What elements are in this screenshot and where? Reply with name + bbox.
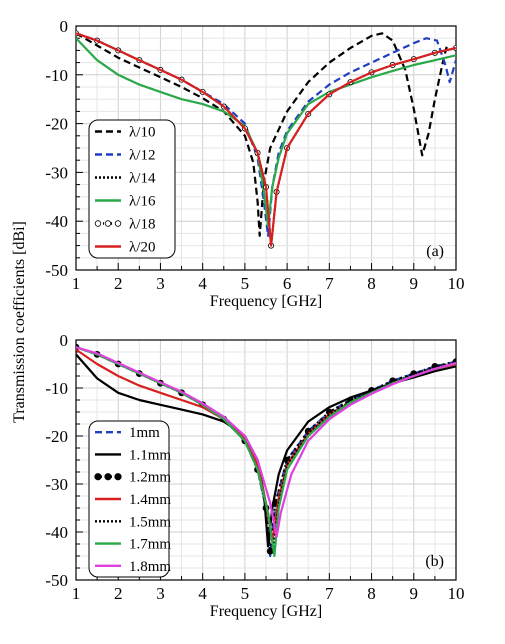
panel-a: 1 2 3 4 5 6 7 8 9 10 0 -10 -20 -30 -40 -50 Frequency [GH… [45, 17, 464, 310]
y-tick-label: -40 [45, 212, 68, 231]
legend-marker [114, 220, 122, 227]
x-tick-label: 9 [410, 584, 419, 603]
x-tick-label: 2 [114, 274, 123, 293]
x-tick-label: 7 [325, 584, 334, 603]
x-tick-label: 9 [410, 274, 419, 293]
legend-label: λ/12 [129, 148, 155, 164]
legend-marker [104, 473, 112, 481]
legend-box [88, 119, 176, 259]
legend-label: λ/10 [129, 125, 155, 141]
legend: 1mm 1.1mm 1.2mm 1.4mm 1.5mm 1.7mm 1.8mm [88, 420, 171, 578]
x-tick-label: 6 [283, 584, 292, 603]
y-tick-label: -30 [45, 163, 68, 182]
series-line [76, 32, 449, 237]
legend: λ/10 λ/12 λ/14 λ/16 λ/18 λ/20 [88, 119, 176, 259]
x-tick-label: 1 [72, 584, 81, 603]
legend-label: λ/18 [129, 217, 155, 233]
legend-label: 1.8mm [129, 559, 171, 575]
panel-label: (b) [425, 553, 444, 570]
x-tick-label: 6 [283, 274, 292, 293]
series-6 [76, 32, 456, 247]
x-axis-label: Frequency [GHz] [210, 603, 322, 620]
legend-label: λ/20 [129, 240, 155, 256]
x-tick-label: 3 [156, 584, 165, 603]
y-tick-label: -20 [45, 427, 68, 446]
legend-label: λ/14 [129, 171, 156, 187]
x-tick-label: 2 [114, 584, 123, 603]
y-tick-label: -30 [45, 475, 68, 494]
y-axis-label: Transmission coefficients [dBi] [11, 221, 28, 423]
y-tick-label: -10 [45, 379, 68, 398]
y-tick-label: -50 [45, 571, 68, 590]
series-line [76, 32, 456, 247]
legend-box [88, 420, 170, 578]
legend-label: 1mm [129, 425, 160, 441]
legend-label: λ/16 [129, 194, 156, 210]
x-tick-label: 4 [198, 584, 207, 603]
y-tick-label: -40 [45, 523, 68, 542]
series-4 [76, 37, 456, 228]
x-tick-label: 1 [72, 274, 81, 293]
series-line [76, 37, 456, 228]
series-1 [76, 32, 449, 237]
x-tick-label: 10 [448, 274, 465, 293]
legend-label: 1.2mm [129, 470, 171, 486]
y-tick-label: -50 [45, 261, 68, 280]
x-tick-label: 8 [367, 274, 376, 293]
x-tick-label: 7 [325, 274, 334, 293]
x-tick-label: 5 [241, 274, 250, 293]
legend-marker [94, 220, 102, 227]
x-tick-label: 8 [367, 584, 376, 603]
y-tick-label: -10 [45, 66, 68, 85]
legend-marker [94, 473, 102, 481]
panel-label: (a) [426, 243, 444, 260]
y-tick-label: 0 [60, 17, 69, 36]
series-line [76, 346, 456, 538]
y-tick-label: -20 [45, 115, 68, 134]
legend-label: 1.1mm [129, 447, 171, 463]
legend-label: 1.4mm [129, 492, 171, 508]
series-7 [76, 346, 456, 538]
x-tick-label: 5 [241, 584, 250, 603]
y-tick-label: 0 [60, 331, 69, 350]
x-tick-label: 10 [448, 584, 465, 603]
legend-label: 1.5mm [129, 514, 171, 530]
legend-marker [114, 473, 122, 481]
x-axis-label: Frequency [GHz] [210, 293, 322, 310]
panel-b: 1 2 3 4 5 6 7 8 9 10 0 -10 -20 -30 -40 -50 Frequency [GH… [45, 331, 464, 620]
x-tick-label: 4 [198, 274, 207, 293]
x-tick-label: 3 [156, 274, 165, 293]
legend-marker [104, 220, 112, 227]
legend-label: 1.7mm [129, 537, 171, 553]
